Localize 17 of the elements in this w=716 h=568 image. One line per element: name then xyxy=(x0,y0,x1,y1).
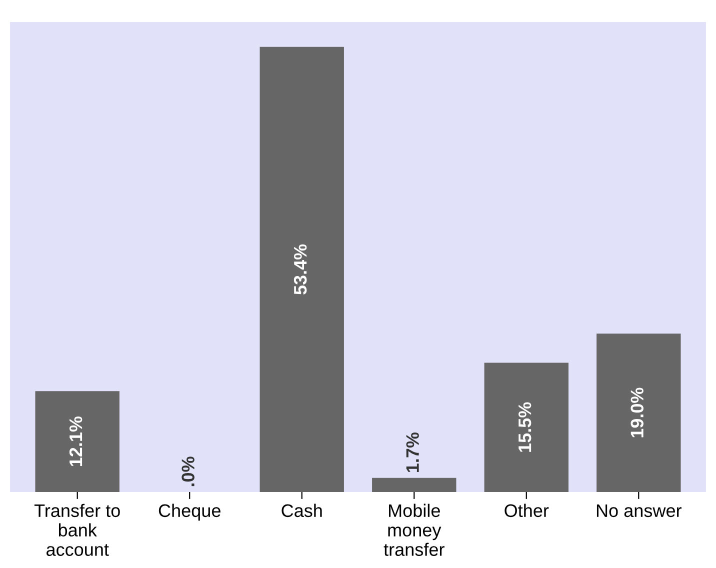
x-tick-label: Other xyxy=(504,504,549,518)
data-label: 53.4% xyxy=(294,244,307,295)
x-tick-label: Transfer to bank account xyxy=(34,504,120,556)
data-label: 19.0% xyxy=(630,388,644,438)
data-label: 15.5% xyxy=(518,402,532,452)
bar xyxy=(596,334,681,492)
data-label: 1.7% xyxy=(406,432,419,472)
bar xyxy=(260,46,344,492)
x-tick-label: No answer xyxy=(596,504,682,518)
x-tick-label: Cash xyxy=(282,504,322,518)
x-tick-label: Mobile money transfer xyxy=(384,504,444,556)
data-label: .0% xyxy=(182,456,194,486)
x-tick-label: Cheque xyxy=(158,504,220,521)
bar xyxy=(484,362,568,492)
data-label: 12.1% xyxy=(69,416,82,466)
bar xyxy=(372,478,456,492)
bar xyxy=(35,391,120,492)
